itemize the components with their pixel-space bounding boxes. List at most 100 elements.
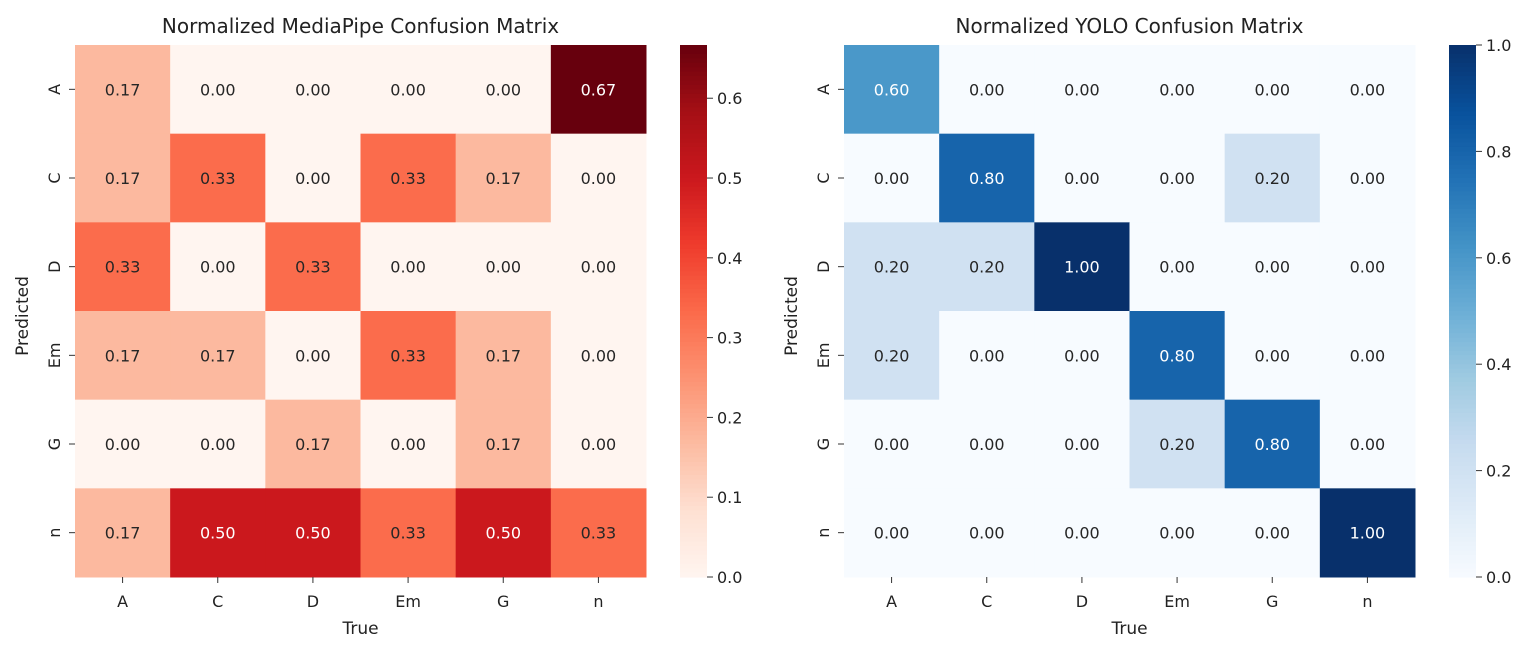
heatmap-cell [1224,222,1321,312]
x-axis-label: True [341,619,378,639]
x-tick-label: Em [1164,592,1190,611]
colorbar-segment [680,271,707,277]
colorbar-segment [1449,248,1476,254]
colorbar-segment [680,430,707,436]
colorbar-segment [680,160,707,166]
colorbar-segment [680,364,707,370]
colorbar-segment [680,107,707,113]
colorbar-segment [1449,195,1476,201]
colorbar-segment [680,297,707,303]
colorbar-segment [1449,390,1476,396]
colorbar-segment [680,204,707,210]
heatmap-cell [265,311,361,401]
colorbar-segment [1449,111,1476,117]
cell-value-label: 0.17 [485,435,521,454]
colorbar-segment [680,169,707,175]
colorbar-segment [1449,399,1476,405]
colorbar-segment [1449,514,1476,520]
colorbar-segment [680,311,707,317]
cell-value-label: 0.17 [105,80,141,99]
y-tick-label: A [45,84,64,95]
cell-value-label: 0.50 [485,524,521,543]
colorbar-segment [1449,49,1476,55]
cell-value-label: 0.17 [105,346,141,365]
cell-value-label: 0.00 [1159,80,1195,99]
heatmap-cell [170,311,266,401]
y-axis-label: Predicted [13,276,33,356]
cell-value-label: 0.00 [969,346,1005,365]
cell-value-label: 0.33 [390,346,426,365]
cell-value-label: 0.20 [969,258,1005,277]
colorbar-segment [1449,550,1476,556]
colorbar-segment [680,248,707,254]
colorbar-segment [1449,470,1476,476]
cell-value-label: 0.00 [1350,258,1386,277]
heatmap-cell [939,488,1035,578]
colorbar-segment [680,80,707,86]
heatmap-cell [550,399,647,489]
colorbar-segment [680,479,707,485]
heatmap-cell [455,488,552,578]
colorbar-segment [1449,182,1476,188]
colorbar-segment [1449,466,1476,472]
colorbar-segment [680,306,707,312]
cell-value-label: 0.33 [200,169,236,188]
colorbar-segment [680,209,707,215]
colorbar-segment [1449,138,1476,144]
colorbar-segment [1449,200,1476,206]
colorbar-segment [680,71,707,77]
colorbar-segment [680,550,707,556]
colorbar-segment [680,315,707,321]
colorbar-segment [1449,76,1476,82]
colorbar-segment [1449,475,1476,481]
colorbar-segment [1449,146,1476,152]
mediapipe-heatmap-panel: Normalized MediaPipe Confusion Matrix 0.1… [13,14,742,639]
heatmap-cell [170,133,266,223]
heatmap-cell [550,488,647,578]
colorbar-segment [1449,328,1476,334]
cell-value-label: 0.00 [581,346,617,365]
colorbar-segment [1449,554,1476,560]
colorbar-segment [680,368,707,374]
colorbar-segment [1449,488,1476,494]
heatmap-cell [360,311,457,401]
colorbar-segment [680,506,707,512]
colorbar-segment [680,514,707,520]
colorbar-segment [1449,102,1476,108]
colorbar-segment [680,93,707,99]
y-tick-label: G [45,438,64,450]
colorbar-segment [680,164,707,170]
y-tick-label: A [814,84,833,95]
colorbar-segment [680,426,707,432]
colorbar-segment [680,337,707,343]
colorbar-segment [1449,288,1476,294]
colorbar-segment [680,133,707,139]
colorbar-segment [680,572,707,578]
cell-value-label: 0.17 [200,346,236,365]
colorbar-segment [680,519,707,525]
colorbar-segment [680,217,707,223]
colorbar-segment [1449,257,1476,263]
colorbar-segment [1449,395,1476,401]
colorbar-segment [680,324,707,330]
colorbar-segment [1449,519,1476,525]
heatmap-cell [360,399,457,489]
colorbar-segment [1449,545,1476,551]
heatmap-cell [844,45,940,135]
colorbar-segment [680,333,707,339]
cell-value-label: 0.00 [1159,524,1195,543]
colorbar-segment [680,84,707,90]
colorbar-segment [1449,133,1476,139]
y-tick-label: D [814,261,833,273]
colorbar-tick-label: 0.4 [1486,355,1511,374]
colorbar-segment [680,497,707,503]
colorbar-segment [1449,439,1476,445]
colorbar-segment [680,213,707,219]
colorbar-segment [1449,53,1476,59]
colorbar-segment [680,439,707,445]
heatmap-cell [75,488,171,578]
heatmap-cell [1129,311,1226,401]
cell-value-label: 0.00 [1064,346,1100,365]
y-tick-label: D [45,261,64,273]
